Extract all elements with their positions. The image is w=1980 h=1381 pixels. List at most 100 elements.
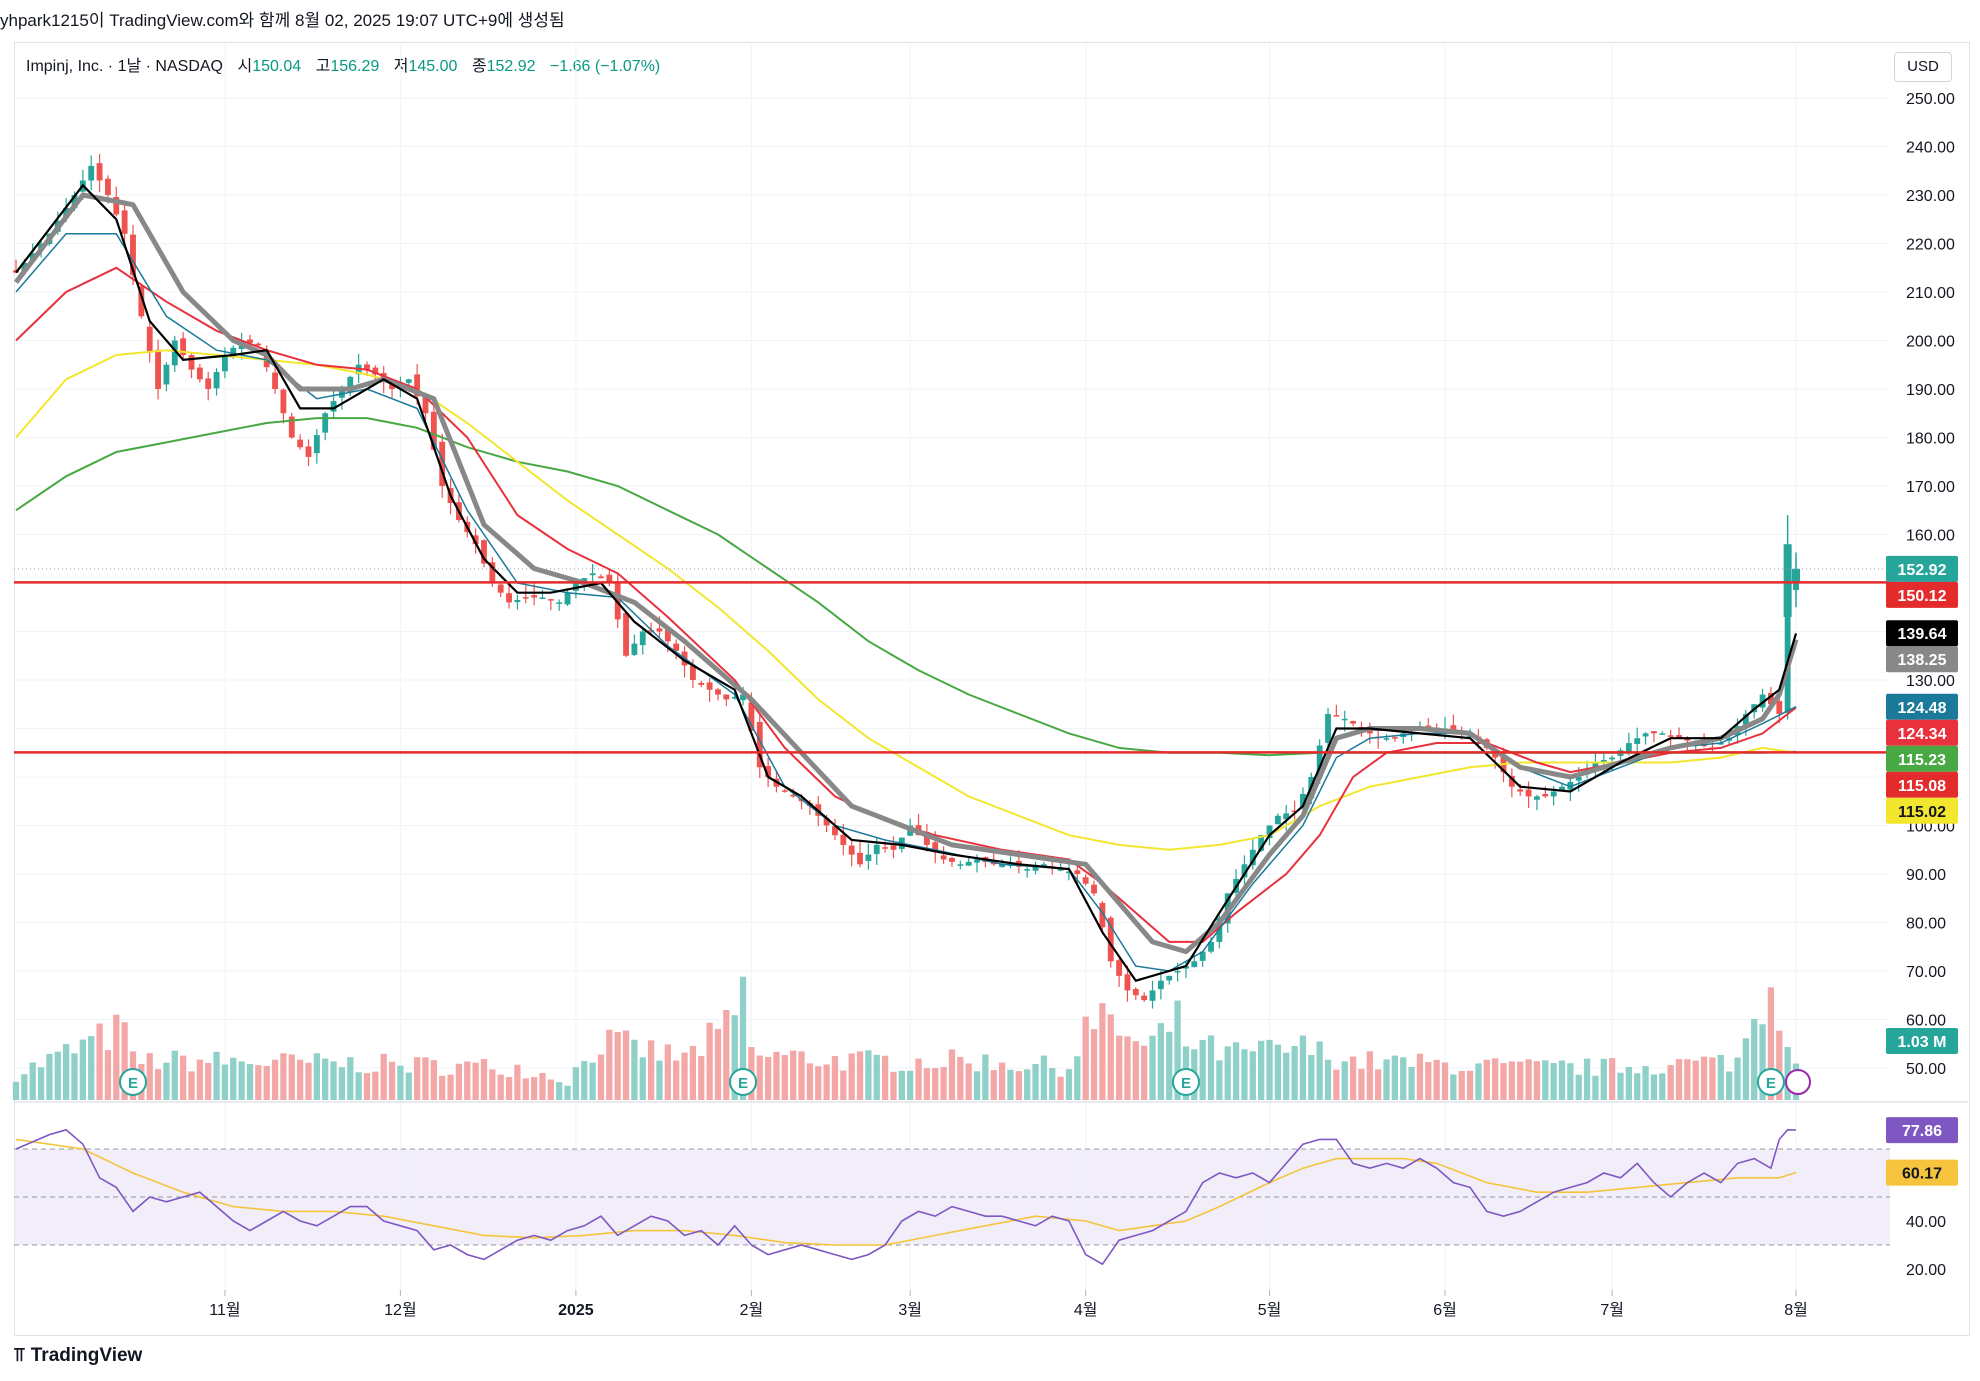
candle-body <box>155 349 161 389</box>
earnings-marker: E <box>729 1068 758 1096</box>
price-axis-label: 50.00 <box>1906 1061 1946 1078</box>
time-axis-label: 8월 <box>1784 1301 1808 1319</box>
candle-body <box>1091 884 1097 894</box>
volume-bar <box>673 1060 680 1100</box>
volume-bar <box>723 1010 730 1100</box>
volume-bar <box>1751 1019 1758 1100</box>
candle-body <box>823 818 830 826</box>
candle-body <box>188 355 195 370</box>
volume-bar <box>1416 1053 1424 1100</box>
candle-body <box>1274 815 1281 825</box>
candle-body <box>1116 960 1123 976</box>
volume-bar <box>472 1062 479 1100</box>
candle-body <box>1183 966 1189 969</box>
candle-body <box>564 592 571 605</box>
volume-bar <box>1383 1059 1390 1100</box>
candle-body <box>130 234 136 276</box>
volume-bar <box>1776 1030 1783 1100</box>
volume-bar <box>1408 1066 1415 1100</box>
volume-bar <box>1717 1054 1724 1100</box>
candle-body <box>1032 866 1039 871</box>
volume-bar <box>12 1081 20 1100</box>
candle-body <box>1651 731 1657 734</box>
volume-bar <box>505 1077 513 1100</box>
candle-body <box>1057 869 1064 871</box>
price-axis-label: 130.00 <box>1906 673 1955 690</box>
volume-bar <box>606 1029 613 1100</box>
volume-bar <box>773 1051 780 1100</box>
earnings-label: E <box>1766 1075 1776 1092</box>
volume-bar <box>1625 1066 1632 1100</box>
volume-bar <box>188 1071 195 1100</box>
currency-button[interactable]: USD <box>1894 52 1952 82</box>
price-axis-label: 70.00 <box>1906 964 1946 981</box>
volume-bar <box>1466 1070 1474 1100</box>
candle-body <box>414 374 421 397</box>
volume-bar <box>1174 1000 1181 1100</box>
volume-bar <box>405 1072 412 1100</box>
chart-frame <box>14 42 1970 1336</box>
volume-bar <box>739 976 747 1100</box>
volume-bar <box>1074 1056 1081 1100</box>
volume-bar <box>1141 1045 1148 1100</box>
price-tag-box <box>1886 797 1958 824</box>
candle-body <box>706 682 713 690</box>
volume-bar <box>1366 1051 1373 1100</box>
candle-body <box>1300 793 1306 809</box>
volume-bar <box>840 1070 847 1100</box>
candle-body <box>1600 760 1607 763</box>
candle-body <box>857 852 863 865</box>
earnings-marker: E <box>1171 1068 1200 1096</box>
candle-body <box>1333 715 1340 717</box>
candle-body <box>639 631 646 646</box>
volume-bar <box>1007 1069 1014 1100</box>
volume-bar <box>1283 1052 1290 1100</box>
candle-body <box>1567 781 1574 790</box>
price-tag-box <box>1886 555 1958 582</box>
volume-bar <box>940 1067 947 1100</box>
volume-bar <box>380 1053 387 1100</box>
volume-bar <box>689 1045 697 1100</box>
open-value: 150.04 <box>252 58 302 75</box>
price-tag: 115.08 <box>1886 771 1958 798</box>
candle-body <box>1157 980 1164 990</box>
volume-bar <box>1742 1038 1749 1100</box>
time-axis-label: 12월 <box>384 1301 417 1319</box>
volume-bar <box>313 1053 320 1100</box>
volume-bar <box>873 1054 880 1100</box>
candle-body <box>255 343 262 346</box>
volume-bar <box>572 1067 580 1100</box>
volume-bar <box>63 1044 70 1100</box>
volume-bar <box>180 1055 187 1100</box>
volume-bar <box>271 1059 279 1100</box>
candle-body <box>180 338 187 356</box>
candle-body <box>1174 971 1181 973</box>
volume-bar <box>1767 987 1775 1100</box>
candle-body <box>1341 718 1348 721</box>
volume-bar <box>881 1055 889 1100</box>
volume-bar <box>1441 1062 1449 1100</box>
volume-bar <box>330 1061 337 1100</box>
candle-body <box>146 326 153 353</box>
candle-body <box>1534 796 1540 800</box>
ema-teal-line <box>15 233 1797 972</box>
price-axis-label: 90.00 <box>1906 867 1946 884</box>
candle-body <box>1550 791 1557 797</box>
volume-bar <box>856 1051 864 1100</box>
volume-bar <box>439 1075 446 1100</box>
volume-bar <box>790 1050 797 1100</box>
volume-bar <box>998 1062 1006 1100</box>
volume-bar <box>397 1065 404 1100</box>
volume-bar <box>29 1062 36 1100</box>
sma-green-line <box>15 417 1797 757</box>
price-tag-label: 115.23 <box>1898 752 1946 769</box>
volume-bar <box>1132 1041 1139 1100</box>
price-tag-label: 150.12 <box>1898 588 1947 605</box>
volume-bar <box>1124 1036 1131 1100</box>
symbol-label[interactable]: Impinj, Inc. · 1날 · NASDAQ <box>26 58 223 75</box>
volume-bar <box>480 1059 488 1100</box>
volume-bar <box>1550 1063 1557 1100</box>
price-tag-label: 124.48 <box>1898 700 1947 717</box>
volume-bar <box>698 1055 705 1100</box>
